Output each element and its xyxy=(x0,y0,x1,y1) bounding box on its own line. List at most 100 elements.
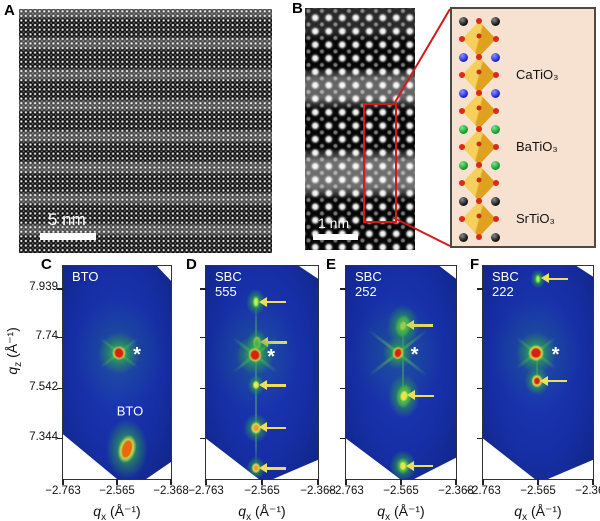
peak-core xyxy=(253,465,259,472)
qx-axis-label: qx (Å⁻¹) xyxy=(206,503,318,521)
substrate-asterisk: * xyxy=(551,344,560,367)
qx-tick-mark xyxy=(317,479,319,485)
layer-label: SrTiO₃ xyxy=(516,211,555,226)
titanium-atom xyxy=(476,69,482,75)
roi-box xyxy=(363,103,397,223)
satellite-arrow-icon xyxy=(541,273,568,283)
satellite-arrow-icon xyxy=(259,297,287,306)
qx-tick-mark xyxy=(261,479,263,485)
satellite-arrow-icon xyxy=(406,320,434,330)
qx-tick-mark xyxy=(345,479,347,485)
qz-axis-unit: (Å⁻¹) xyxy=(4,327,21,362)
qz-tick-mark xyxy=(477,437,483,440)
oxygen-atom xyxy=(493,108,499,114)
sample-label-line: BTO xyxy=(72,269,99,284)
panel-letter-a: A xyxy=(4,2,15,19)
octahedron-face xyxy=(462,129,496,165)
qz-tick-mark xyxy=(340,288,346,290)
sample-label: BTO xyxy=(72,269,99,284)
qx-tick-label: −2.565 xyxy=(520,485,556,497)
oxygen-atom xyxy=(459,216,465,222)
tio6-octahedron xyxy=(459,162,499,204)
stem-image-b xyxy=(305,8,415,250)
qx-axis-symbol: q xyxy=(238,503,247,519)
qx-tick-mark xyxy=(170,479,172,485)
peak-core xyxy=(252,424,259,432)
sample-label-line: SBC xyxy=(215,269,242,284)
qx-tick-mark xyxy=(482,479,484,485)
qx-tick-label: −2.763 xyxy=(465,485,501,497)
qz-tick-label: 7.939 xyxy=(29,281,58,293)
oxygen-atom xyxy=(459,36,465,42)
oxygen-atom xyxy=(493,180,499,186)
octahedron-face xyxy=(462,165,496,201)
qz-tick-mark xyxy=(57,336,63,339)
panel-letter-d: D xyxy=(186,256,197,273)
sample-label: SBC 252 xyxy=(355,269,382,299)
qx-axis-symbol: q xyxy=(377,503,386,519)
panel-letter-e: E xyxy=(326,256,337,273)
substrate-asterisk: * xyxy=(267,346,276,369)
scalebar-label-a: 5 nm xyxy=(48,210,86,229)
qx-axis-unit: (Å⁻¹) xyxy=(390,503,425,519)
qx-tick-mark xyxy=(537,479,539,485)
qx-tick-label: −2.368 xyxy=(575,485,600,497)
qx-axis-subscript: x xyxy=(101,511,107,521)
rsm-data-region: * BTO xyxy=(63,266,171,479)
oxygen-atom xyxy=(493,36,499,42)
qx-tick-label: −2.763 xyxy=(188,485,224,497)
qx-axis-label: qx (Å⁻¹) xyxy=(63,503,171,521)
qx-tick-mark xyxy=(205,479,207,485)
sr-atom xyxy=(458,196,468,206)
sr-atom xyxy=(490,196,500,206)
peak-core xyxy=(254,298,259,307)
octahedron-face xyxy=(462,201,496,237)
qx-axis-subscript: x xyxy=(385,511,391,521)
sample-label: SBC 222 xyxy=(492,269,519,299)
oxygen-atom xyxy=(476,198,482,204)
qz-tick-labels: 7.939 7.74 7.542 7.344 xyxy=(20,265,58,478)
ca-atom xyxy=(458,52,468,62)
ca-atom xyxy=(490,88,500,98)
qz-tick-mark xyxy=(57,387,63,390)
qz-tick-mark xyxy=(340,387,346,390)
peak-core xyxy=(534,377,541,385)
oxygen-atom xyxy=(476,90,482,96)
qx-tick-label: −2.368 xyxy=(438,485,474,497)
rsm-panel-e: E * SBC 252 −2.763 −2.565 −2.368 qx (Å⁻¹) xyxy=(326,256,474,521)
peak-core xyxy=(400,462,407,471)
tio6-octahedron xyxy=(459,18,499,60)
layer-label: BaTiO₃ xyxy=(516,139,558,154)
sample-label-line: 555 xyxy=(215,284,237,299)
scalebar-b xyxy=(313,234,358,240)
titanium-atom xyxy=(476,177,482,183)
panel-letter-b: B xyxy=(292,0,303,17)
oxygen-atom xyxy=(493,144,499,150)
qx-axis-unit: (Å⁻¹) xyxy=(527,503,562,519)
qz-tick-mark xyxy=(477,336,483,339)
qx-tick-mark xyxy=(62,479,64,485)
qz-tick-mark xyxy=(200,336,206,339)
qz-tick-mark xyxy=(200,387,206,390)
satellite-arrow-icon xyxy=(406,461,434,470)
sample-label-line: 222 xyxy=(492,284,514,299)
sample-label-line: 252 xyxy=(355,284,377,299)
rsm-panel-c: C * BTO BTO −2.763 −2.565 −2.368 qx (Å⁻¹) xyxy=(41,256,189,521)
qx-axis-subscript: x xyxy=(522,511,528,521)
ca-atom xyxy=(490,52,500,62)
qz-tick-label: 7.344 xyxy=(29,430,58,443)
layer-label: CaTiO₃ xyxy=(516,67,559,82)
oxygen-atom xyxy=(459,180,465,186)
tio6-octahedron xyxy=(459,126,499,168)
qz-tick-mark xyxy=(340,437,346,440)
qx-tick-label: −2.565 xyxy=(383,485,419,497)
oxygen-atom xyxy=(493,216,499,222)
sample-label-line: SBC xyxy=(492,269,519,284)
octahedron-face xyxy=(462,93,496,129)
titanium-atom xyxy=(476,33,482,39)
qx-tick-mark xyxy=(116,479,118,485)
octahedron-face xyxy=(462,57,496,93)
qx-tick-label: −2.368 xyxy=(300,485,336,497)
oxygen-atom xyxy=(476,54,482,60)
